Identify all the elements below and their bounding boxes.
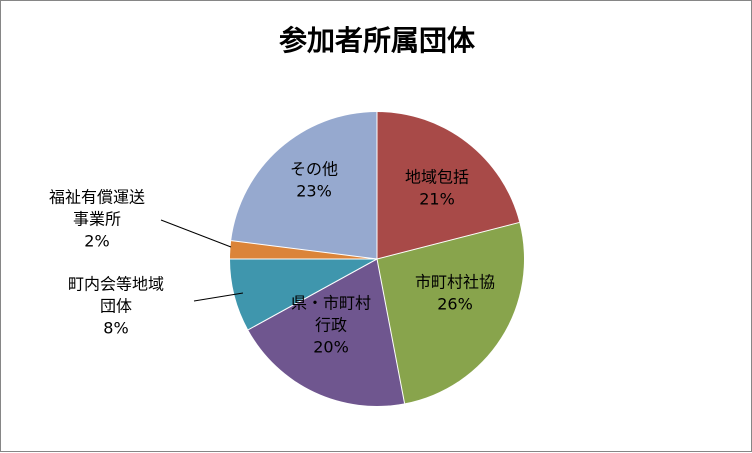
- slice-percent-label: 8%: [103, 319, 128, 338]
- slice-separator: [247, 258, 378, 331]
- slice-percent-label: 23%: [296, 182, 332, 201]
- slice-category-label: 行政: [315, 316, 347, 335]
- slice-separator: [231, 240, 378, 260]
- slice-category-label: 地域包括: [405, 168, 469, 187]
- pie-slice: [377, 222, 525, 404]
- leader-line: [160, 219, 232, 248]
- slice-category-label: 福祉有償運送: [49, 188, 145, 207]
- slice-percent-label: 26%: [437, 295, 473, 314]
- slice-percent-label: 20%: [313, 338, 349, 357]
- pie-slice: [248, 259, 405, 407]
- slice-category-label: その他: [290, 160, 338, 179]
- slice-category-label: 県・市町村: [291, 294, 371, 313]
- slice-separator: [376, 258, 406, 404]
- slice-separator: [376, 221, 520, 260]
- slice-category-label: 団体: [100, 297, 132, 316]
- slice-percent-label: 2%: [84, 232, 109, 251]
- chart-title: 参加者所属団体: [278, 24, 475, 57]
- pie-slice: [230, 259, 377, 330]
- leader-line: [193, 292, 244, 302]
- slice-percent-label: 21%: [419, 190, 455, 209]
- pie-slice: [377, 112, 520, 259]
- slice-category-label: 市町村社協: [415, 273, 495, 292]
- pie-slice: [231, 112, 377, 259]
- slice-category-label: 事業所: [73, 210, 121, 229]
- slice-category-label: 町内会等地域: [68, 275, 164, 294]
